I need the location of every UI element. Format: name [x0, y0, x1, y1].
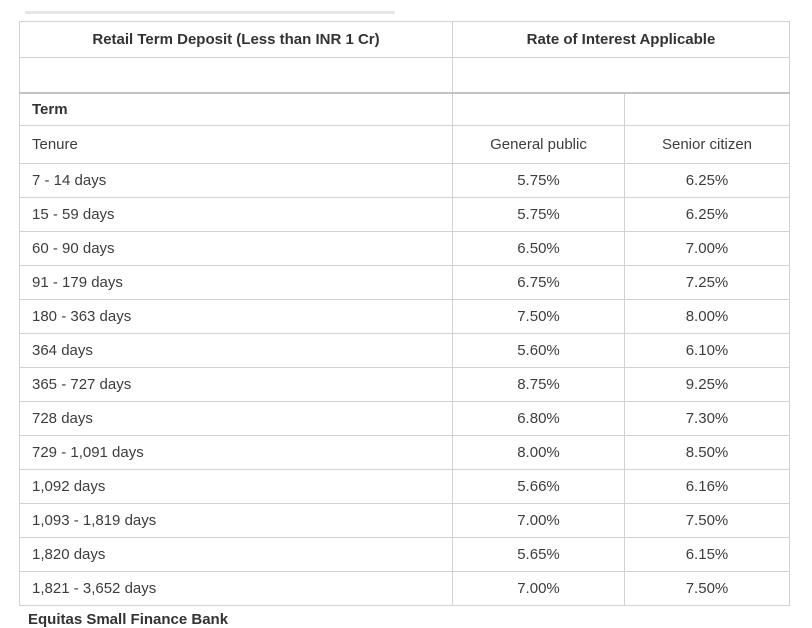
table-row: 728 days 6.80% 7.30% — [19, 401, 790, 436]
senior-rate-cell: 6.25% — [624, 197, 790, 232]
table-row: 1,821 - 3,652 days 7.00% 7.50% — [19, 571, 790, 606]
senior-rate-cell: 7.30% — [624, 401, 790, 436]
senior-rate-cell: 6.25% — [624, 163, 790, 198]
general-rate-cell: 6.75% — [452, 265, 625, 300]
senior-rate-cell: 8.00% — [624, 299, 790, 334]
term-deposit-rates-table: Retail Term Deposit (Less than INR 1 Cr)… — [19, 21, 790, 606]
cutoff-content-artifact — [25, 11, 395, 14]
tenure-column-header: Tenure — [19, 125, 453, 164]
tenure-cell: 1,820 days — [19, 537, 453, 572]
table-header-row: Retail Term Deposit (Less than INR 1 Cr)… — [19, 21, 790, 58]
general-rate-cell: 8.00% — [452, 435, 625, 470]
table-row: 1,092 days 5.66% 6.16% — [19, 469, 790, 504]
tenure-cell: 728 days — [19, 401, 453, 436]
table-row: 60 - 90 days 6.50% 7.00% — [19, 231, 790, 266]
term-section-label: Term — [19, 92, 453, 126]
tenure-cell: 91 - 179 days — [19, 265, 453, 300]
table-row: 7 - 14 days 5.75% 6.25% — [19, 163, 790, 198]
page-container: Retail Term Deposit (Less than INR 1 Cr)… — [19, 21, 790, 628]
tenure-cell: 1,821 - 3,652 days — [19, 571, 453, 606]
tenure-cell: 7 - 14 days — [19, 163, 453, 198]
general-rate-cell: 5.65% — [452, 537, 625, 572]
senior-rate-cell: 6.10% — [624, 333, 790, 368]
table-row: 91 - 179 days 6.75% 7.25% — [19, 265, 790, 300]
senior-citizen-column-header: Senior citizen — [624, 125, 790, 164]
table-row: 365 - 727 days 8.75% 9.25% — [19, 367, 790, 402]
senior-rate-cell: 7.00% — [624, 231, 790, 266]
senior-rate-cell: 7.50% — [624, 571, 790, 606]
senior-rate-cell: 6.15% — [624, 537, 790, 572]
general-rate-cell: 6.80% — [452, 401, 625, 436]
empty-cell — [452, 57, 790, 94]
deposit-type-header: Retail Term Deposit (Less than INR 1 Cr) — [19, 21, 453, 58]
general-public-column-header: General public — [452, 125, 625, 164]
column-header-row: Tenure General public Senior citizen — [19, 125, 790, 164]
general-rate-cell: 5.60% — [452, 333, 625, 368]
general-rate-cell: 7.00% — [452, 503, 625, 538]
senior-rate-cell: 8.50% — [624, 435, 790, 470]
senior-rate-cell: 7.50% — [624, 503, 790, 538]
term-section-row: Term — [19, 92, 790, 126]
empty-cell — [19, 57, 453, 94]
general-rate-cell: 7.50% — [452, 299, 625, 334]
tenure-cell: 365 - 727 days — [19, 367, 453, 402]
tenure-cell: 729 - 1,091 days — [19, 435, 453, 470]
general-rate-cell: 5.66% — [452, 469, 625, 504]
senior-rate-cell: 9.25% — [624, 367, 790, 402]
spacer-row — [19, 57, 790, 94]
rate-of-interest-header: Rate of Interest Applicable — [452, 21, 790, 58]
empty-cell — [624, 92, 790, 126]
table-row: 1,820 days 5.65% 6.15% — [19, 537, 790, 572]
empty-cell — [452, 92, 625, 126]
tenure-cell: 180 - 363 days — [19, 299, 453, 334]
table-row: 729 - 1,091 days 8.00% 8.50% — [19, 435, 790, 470]
table-row: 15 - 59 days 5.75% 6.25% — [19, 197, 790, 232]
general-rate-cell: 8.75% — [452, 367, 625, 402]
senior-rate-cell: 7.25% — [624, 265, 790, 300]
general-rate-cell: 6.50% — [452, 231, 625, 266]
table-row: 364 days 5.60% 6.10% — [19, 333, 790, 368]
tenure-cell: 15 - 59 days — [19, 197, 453, 232]
general-rate-cell: 5.75% — [452, 163, 625, 198]
table-row: 180 - 363 days 7.50% 8.00% — [19, 299, 790, 334]
rates-table-body: 7 - 14 days 5.75% 6.25% 15 - 59 days 5.75% 6.… — [19, 163, 790, 606]
tenure-cell: 60 - 90 days — [19, 231, 453, 266]
senior-rate-cell: 6.16% — [624, 469, 790, 504]
tenure-cell: 1,092 days — [19, 469, 453, 504]
general-rate-cell: 5.75% — [452, 197, 625, 232]
general-rate-cell: 7.00% — [452, 571, 625, 606]
tenure-cell: 1,093 - 1,819 days — [19, 503, 453, 538]
tenure-cell: 364 days — [19, 333, 453, 368]
table-row: 1,093 - 1,819 days 7.00% 7.50% — [19, 503, 790, 538]
